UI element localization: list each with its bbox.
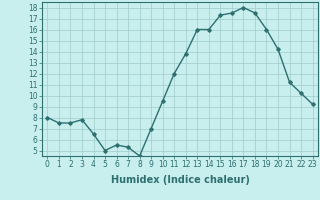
X-axis label: Humidex (Indice chaleur): Humidex (Indice chaleur) xyxy=(111,175,249,185)
